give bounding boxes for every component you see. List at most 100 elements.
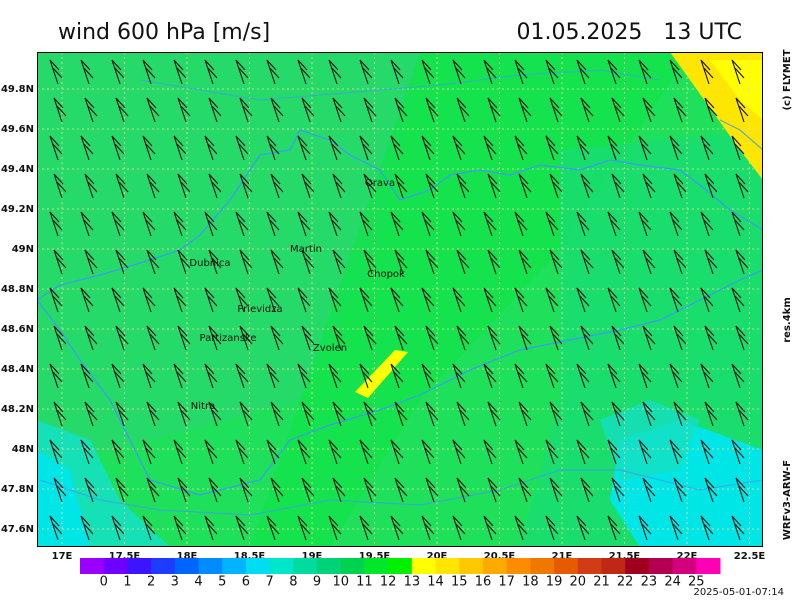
- wind-barb: [142, 439, 156, 465]
- lat-label: 47.6N: [1, 524, 34, 535]
- wind-barb: [638, 211, 652, 237]
- colorbar-label: 24: [664, 575, 681, 590]
- wind-barb: [673, 97, 687, 123]
- wind-barb: [53, 173, 67, 199]
- wind-barb: [425, 325, 439, 351]
- colorbar-label: 22: [617, 575, 634, 590]
- wind-barb: [487, 325, 501, 351]
- wind-barb: [146, 401, 160, 427]
- wind-barb: [514, 515, 528, 541]
- lon-label: 20.5E: [484, 551, 516, 562]
- wind-barb: [173, 211, 187, 237]
- map-title: wind 600 hPa [m/s]: [58, 20, 270, 45]
- wind-barb: [390, 135, 404, 161]
- wind-barb: [235, 135, 249, 161]
- wind-barb: [297, 211, 311, 237]
- wind-barb: [173, 439, 187, 465]
- wind-barb: [518, 401, 532, 427]
- wind-barb: [266, 287, 280, 313]
- wind-barb: [549, 249, 563, 275]
- wind-barb: [80, 135, 94, 161]
- wind-barb: [49, 135, 63, 161]
- wind-barb: [576, 135, 590, 161]
- wind-barb: [487, 173, 501, 199]
- wind-barb: [549, 477, 563, 503]
- wind-barb: [332, 477, 346, 503]
- wind-barb: [111, 515, 125, 541]
- place-label: Zvolen: [313, 343, 347, 354]
- resolution-label: res.4km: [782, 297, 793, 343]
- colorbar-label: 17: [498, 575, 515, 590]
- wind-barb: [142, 363, 156, 389]
- colorbar-label: 18: [522, 575, 539, 590]
- wind-barb: [452, 59, 466, 85]
- wind-barb: [642, 173, 656, 199]
- wind-barb: [421, 135, 435, 161]
- wind-barb: [607, 439, 621, 465]
- wind-barb: [363, 401, 377, 427]
- wind-barb: [704, 249, 718, 275]
- wind-barb: [580, 173, 594, 199]
- wind-barb: [700, 59, 714, 85]
- wind-barb: [767, 478, 779, 502]
- wind-barb: [142, 135, 156, 161]
- wind-barb: [363, 173, 377, 199]
- wind-barb: [642, 401, 656, 427]
- lon-label: 17.5E: [109, 551, 141, 562]
- colorbar-label: 15: [451, 575, 468, 590]
- wind-barb: [49, 363, 63, 389]
- map-datetime: 01.05.2025 13 UTC: [516, 20, 742, 45]
- wind-barb: [700, 135, 714, 161]
- wind-barb: [80, 211, 94, 237]
- wind-barb: [359, 287, 373, 313]
- wind-barb: [390, 439, 404, 465]
- colorbar-cell: [696, 558, 721, 574]
- lon-label: 18E: [177, 551, 198, 562]
- wind-barb: [204, 439, 218, 465]
- wind-barb: [208, 477, 222, 503]
- wind-barb: [301, 401, 315, 427]
- wind-barb: [177, 249, 191, 275]
- colorbar-label: 5: [218, 575, 226, 590]
- colorbar-label: 8: [289, 575, 297, 590]
- wind-barb: [115, 477, 129, 503]
- wind-barb: [518, 97, 532, 123]
- colorbar-label: 11: [356, 575, 373, 590]
- wind-barb: [239, 249, 253, 275]
- wind-barb: [735, 97, 749, 123]
- wind-barb: [483, 287, 497, 313]
- wind-barb: [173, 287, 187, 313]
- colorbar-cell: [340, 558, 365, 574]
- wind-barb: [452, 211, 466, 237]
- wind-barb: [545, 439, 559, 465]
- wind-barb: [487, 477, 501, 503]
- wind-barb: [456, 477, 470, 503]
- wind-barb: [607, 135, 621, 161]
- wind-barb: [762, 364, 763, 366]
- colorbar-label: 23: [641, 575, 658, 590]
- wind-barb: [80, 287, 94, 313]
- wind-barb: [270, 325, 284, 351]
- wind-barb: [177, 401, 191, 427]
- wind-barb: [84, 249, 98, 275]
- wind-barb: [297, 515, 311, 541]
- lat-label: 47.8N: [1, 484, 34, 495]
- lon-label: 21E: [552, 551, 573, 562]
- wind-barb: [301, 97, 315, 123]
- wind-barb: [421, 287, 435, 313]
- lon-label: 22.5E: [734, 551, 766, 562]
- wind-barb: [642, 249, 656, 275]
- colorbar-cell: [222, 558, 247, 574]
- wind-barb: [266, 515, 280, 541]
- wind-barb: [111, 363, 125, 389]
- lon-label: 19E: [302, 551, 323, 562]
- wind-barb: [452, 287, 466, 313]
- wind-barb: [297, 439, 311, 465]
- colorbar-cell: [672, 558, 697, 574]
- wind-barb: [173, 135, 187, 161]
- place-label: Chopok: [367, 269, 405, 280]
- wind-barb: [111, 439, 125, 465]
- wind-barb: [301, 249, 315, 275]
- wind-barb: [363, 325, 377, 351]
